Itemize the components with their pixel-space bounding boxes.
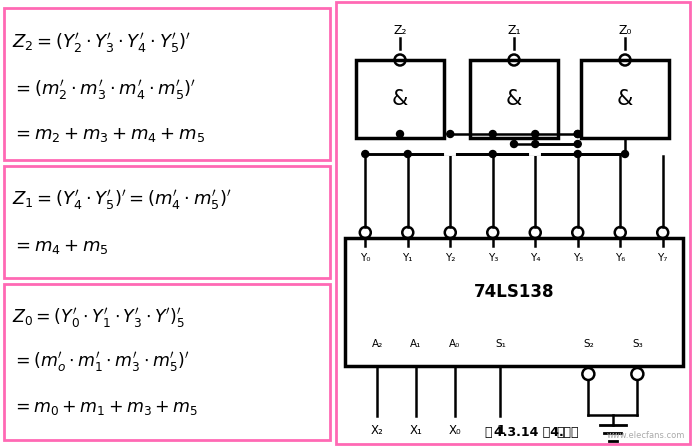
Circle shape bbox=[511, 140, 518, 148]
Text: X₀: X₀ bbox=[448, 425, 461, 438]
Text: $= m_2 + m_3 + m_4 + m_5$: $= m_2 + m_3 + m_4 + m_5$ bbox=[12, 126, 205, 144]
Circle shape bbox=[489, 131, 496, 137]
Text: 1: 1 bbox=[496, 425, 505, 438]
Text: Z₀: Z₀ bbox=[618, 24, 632, 37]
Text: A₀: A₀ bbox=[449, 339, 461, 349]
Text: X₂: X₂ bbox=[371, 425, 383, 438]
Circle shape bbox=[532, 140, 538, 148]
Circle shape bbox=[574, 131, 581, 137]
Text: Z₁: Z₁ bbox=[507, 24, 520, 37]
Circle shape bbox=[574, 131, 581, 137]
Text: S₁: S₁ bbox=[495, 339, 506, 349]
Text: 的电路: 的电路 bbox=[556, 425, 579, 438]
FancyBboxPatch shape bbox=[4, 8, 330, 160]
Text: S₃: S₃ bbox=[632, 339, 642, 349]
Text: X₁: X₁ bbox=[410, 425, 423, 438]
Circle shape bbox=[396, 131, 403, 137]
Text: $Z_2 = (Y_2' \cdot Y_3' \cdot Y_4' \cdot Y_5')'$: $Z_2 = (Y_2' \cdot Y_3' \cdot Y_4' \cdot… bbox=[12, 31, 191, 55]
Text: www.elecfans.com: www.elecfans.com bbox=[606, 431, 685, 440]
Text: Y₄: Y₄ bbox=[530, 253, 541, 263]
FancyBboxPatch shape bbox=[4, 166, 330, 278]
Circle shape bbox=[447, 131, 454, 137]
Circle shape bbox=[532, 131, 538, 137]
Text: &: & bbox=[392, 89, 408, 109]
Text: $= (m_2' \cdot m_3' \cdot m_4' \cdot m_5')'$: $= (m_2' \cdot m_3' \cdot m_4' \cdot m_5… bbox=[12, 78, 196, 102]
FancyBboxPatch shape bbox=[470, 60, 558, 138]
Text: &: & bbox=[506, 89, 523, 109]
Text: Y₃: Y₃ bbox=[488, 253, 498, 263]
Text: $= m_0 + m_1 + m_3 + m_5$: $= m_0 + m_1 + m_3 + m_5$ bbox=[12, 399, 198, 417]
Text: 74LS138: 74LS138 bbox=[474, 283, 554, 301]
Text: &: & bbox=[617, 89, 633, 109]
Text: Y₀: Y₀ bbox=[360, 253, 371, 263]
Text: A₁: A₁ bbox=[410, 339, 421, 349]
Circle shape bbox=[362, 150, 369, 157]
Text: Y₂: Y₂ bbox=[445, 253, 455, 263]
Text: $= (m_o' \cdot m_1' \cdot m_3' \cdot m_5')'$: $= (m_o' \cdot m_1' \cdot m_3' \cdot m_5… bbox=[12, 350, 189, 374]
Text: Y₁: Y₁ bbox=[403, 253, 413, 263]
Text: Y₆: Y₆ bbox=[615, 253, 625, 263]
Text: $Z_0 = (Y_0' \cdot Y_1' \cdot Y_3' \cdot Y')_5'$: $Z_0 = (Y_0' \cdot Y_1' \cdot Y_3' \cdot… bbox=[12, 306, 185, 330]
Text: S₂: S₂ bbox=[583, 339, 594, 349]
FancyBboxPatch shape bbox=[336, 2, 690, 444]
Circle shape bbox=[404, 150, 411, 157]
Text: $= m_4 + m_5$: $= m_4 + m_5$ bbox=[12, 238, 109, 256]
Circle shape bbox=[622, 150, 629, 157]
Text: 4.3.14 例4.: 4.3.14 例4. bbox=[494, 425, 563, 438]
FancyBboxPatch shape bbox=[4, 284, 330, 440]
FancyBboxPatch shape bbox=[356, 60, 444, 138]
FancyBboxPatch shape bbox=[345, 238, 683, 366]
Text: 图: 图 bbox=[484, 425, 491, 438]
Text: Y₇: Y₇ bbox=[658, 253, 668, 263]
FancyBboxPatch shape bbox=[581, 60, 669, 138]
Circle shape bbox=[489, 150, 496, 157]
Text: Z₂: Z₂ bbox=[393, 24, 407, 37]
Text: $Z_1 = (Y_4' \cdot Y_5')' = (m_4' \cdot m_5')'$: $Z_1 = (Y_4' \cdot Y_5')' = (m_4' \cdot … bbox=[12, 188, 231, 212]
Circle shape bbox=[574, 140, 581, 148]
Circle shape bbox=[574, 150, 581, 157]
Text: A₂: A₂ bbox=[371, 339, 383, 349]
Text: Y₅: Y₅ bbox=[572, 253, 583, 263]
